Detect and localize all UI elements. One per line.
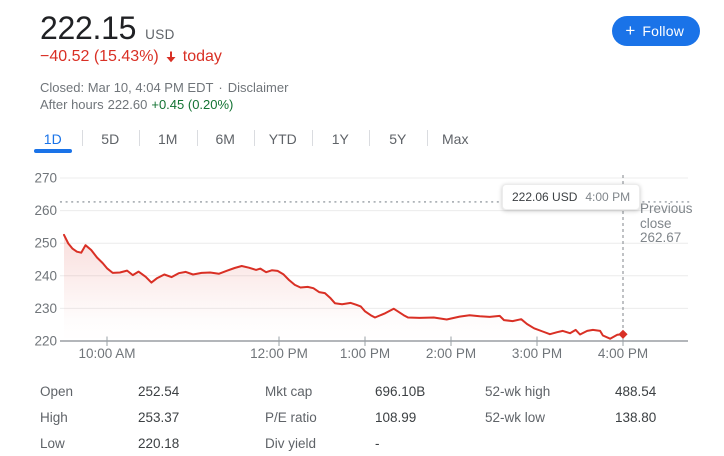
x-axis-label-12-00-pm: 12:00 PM <box>250 346 308 361</box>
stat-label-div-yield: Div yield <box>265 435 317 451</box>
after-hours-label: After hours <box>40 97 104 112</box>
stat-label-p-e-ratio: P/E ratio <box>265 409 317 425</box>
stat-value-52-wk-low: 138.80 <box>615 409 657 425</box>
y-axis-label-260: 260 <box>34 203 57 218</box>
tooltip-price: 222.06 USD <box>512 190 578 204</box>
tab-5y[interactable]: 5Y <box>369 124 427 153</box>
price-change-row: −40.52 (15.43%) today <box>40 48 222 66</box>
active-tab-underline <box>33 149 72 153</box>
after-hours-change: +0.45 (0.20%) <box>151 97 234 112</box>
stat-label-low: Low <box>40 435 65 451</box>
after-hours-price: 222.60 <box>107 97 148 112</box>
y-axis-label-220: 220 <box>34 334 57 349</box>
tab-label: Max <box>442 130 469 147</box>
key-stats-table: Open 252.54 Mkt cap 696.10B 52-wk high 488.54… <box>40 378 684 456</box>
separator-dot: · <box>218 80 223 95</box>
y-axis-label-240: 240 <box>34 268 57 283</box>
stat-label-high: High <box>40 409 68 425</box>
price-currency: USD <box>145 27 175 42</box>
tab-max[interactable]: Max <box>426 124 485 153</box>
stat-value-52-wk-high: 488.54 <box>615 383 657 399</box>
plus-icon: + <box>625 21 636 40</box>
x-axis-label-2-00-pm: 2:00 PM <box>426 346 476 361</box>
tab-label: 6M <box>215 130 235 147</box>
y-axis-label-230: 230 <box>34 301 57 316</box>
tab-label: YTD <box>268 130 297 147</box>
tab-divider <box>139 130 140 146</box>
tab-ytd[interactable]: YTD <box>254 124 312 153</box>
price-chart[interactable]: 220 230 240 250 260 270 10:00 AM 12:00 PM 1:00 P… <box>0 168 724 368</box>
tab-divider <box>81 130 83 146</box>
stat-value-p-e-ratio: 108.99 <box>375 409 417 425</box>
after-hours-row: After hours 222.60 +0.45 (0.20%) <box>40 97 233 112</box>
close-marker-icon <box>618 329 628 339</box>
tab-5d[interactable]: 5D <box>81 124 140 153</box>
y-axis-label-270: 270 <box>34 171 57 186</box>
stat-value-low: 220.18 <box>138 435 180 451</box>
tab-divider <box>426 130 428 146</box>
tab-label: 5D <box>101 130 120 147</box>
stat-value-high: 253.37 <box>138 409 180 425</box>
tooltip-time: 4:00 PM <box>585 190 631 204</box>
previous-close-label: Previous close <box>640 201 693 231</box>
tab-label: 1M <box>158 130 178 147</box>
tab-divider <box>196 130 198 146</box>
stat-label-mkt-cap: Mkt cap <box>265 383 313 399</box>
tab-6m[interactable]: 6M <box>196 124 255 153</box>
market-status: Closed: Mar 10, 4:04 PM EDT <box>40 80 214 95</box>
tab-1y[interactable]: 1Y <box>311 124 370 153</box>
stat-label-52-wk-high: 52-wk high <box>485 383 551 399</box>
tab-divider <box>369 130 370 146</box>
tab-label: 1D <box>43 130 62 147</box>
time-range-tab-bar: 1D 5D 1M 6M YTD 1Y 5Y Max <box>24 124 484 153</box>
price-change: −40.52 (15.43%) <box>40 48 159 65</box>
follow-button-label: Follow <box>642 23 684 39</box>
previous-close-block: Previous close 262.67 <box>640 201 716 246</box>
x-axis-label-4-00-pm: 4:00 PM <box>598 346 648 361</box>
arrow-down-icon <box>164 50 178 64</box>
tab-1d[interactable]: 1D <box>24 124 82 153</box>
x-axis-label-10-00-am: 10:00 AM <box>78 346 135 361</box>
price-change-period: today <box>182 48 222 65</box>
price-line <box>63 233 624 340</box>
tab-1m[interactable]: 1M <box>139 124 197 153</box>
y-axis-label-250: 250 <box>34 236 57 251</box>
chart-tooltip: 222.06 USD 4:00 PM <box>502 184 641 210</box>
price-area <box>64 234 623 341</box>
previous-close-value: 262.67 <box>640 230 682 245</box>
stat-value-open: 252.54 <box>138 383 180 399</box>
disclaimer-link[interactable]: Disclaimer <box>227 80 289 95</box>
tab-label: 1Y <box>331 130 349 147</box>
stat-value-mkt-cap: 696.10B <box>375 383 426 399</box>
x-axis-label-1-00-pm: 1:00 PM <box>340 346 390 361</box>
price-header: 222.15 USD <box>40 10 175 47</box>
follow-button[interactable]: + Follow <box>612 16 700 46</box>
market-status-row: Closed: Mar 10, 4:04 PM EDT · Disclaimer <box>40 80 288 95</box>
tab-divider <box>311 130 313 146</box>
x-axis-label-3-00-pm: 3:00 PM <box>512 346 562 361</box>
price-value: 222.15 <box>40 10 137 46</box>
tab-divider <box>254 130 255 146</box>
tab-label: 5Y <box>389 130 407 147</box>
stat-label-52-wk-low: 52-wk low <box>485 409 546 425</box>
stat-value-div-yield: - <box>375 435 380 451</box>
stat-label-open: Open <box>40 383 74 399</box>
